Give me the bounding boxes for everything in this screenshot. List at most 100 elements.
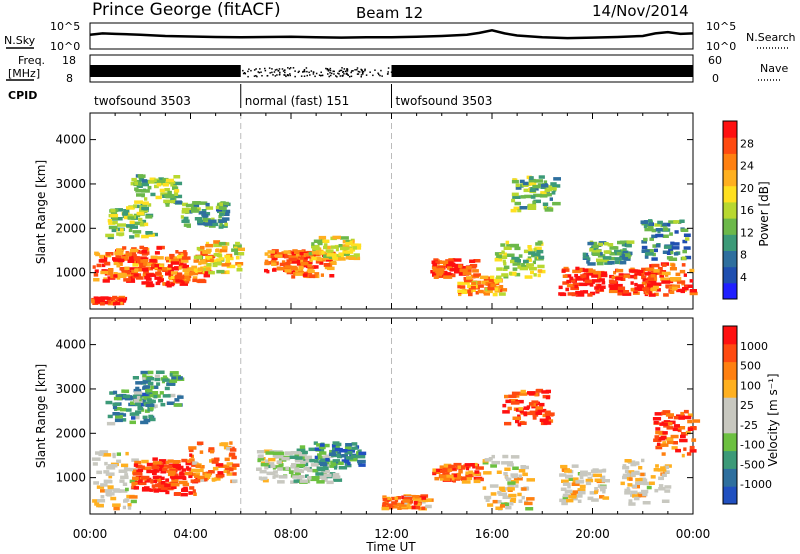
- echo-mark: [308, 251, 314, 256]
- echo-mark: [498, 492, 508, 496]
- echo-mark: [597, 276, 602, 280]
- echo-mark: [679, 438, 688, 443]
- echo-mark: [131, 412, 140, 416]
- echo-mark: [402, 499, 411, 503]
- echo-mark: [112, 220, 118, 225]
- echo-mark: [484, 458, 492, 462]
- echo-mark: [124, 473, 129, 477]
- echo-mark: [184, 471, 193, 476]
- echo-mark: [107, 485, 114, 489]
- freq-point: [350, 75, 353, 78]
- echo-mark: [432, 268, 441, 272]
- echo-mark: [630, 281, 634, 285]
- echo-mark: [134, 221, 142, 226]
- echo-mark: [631, 484, 637, 488]
- echo-mark: [168, 271, 174, 276]
- echo-mark: [224, 457, 230, 462]
- time-tick-label: 20:00: [575, 527, 610, 541]
- echo-mark: [644, 227, 653, 232]
- echo-mark: [645, 286, 650, 290]
- echo-mark: [136, 260, 143, 264]
- echo-mark: [582, 255, 590, 259]
- freq-point: [306, 70, 308, 73]
- echo-mark: [657, 442, 661, 447]
- echo-mark: [99, 254, 107, 259]
- echo-mark: [233, 246, 238, 250]
- echo-mark: [600, 258, 609, 263]
- echo-mark: [645, 223, 651, 227]
- colorbar-cell: [723, 234, 737, 251]
- echo-mark: [503, 252, 507, 256]
- echo-mark: [457, 465, 461, 469]
- echo-mark: [329, 274, 335, 278]
- echo-mark: [92, 462, 98, 466]
- echo-mark: [503, 261, 507, 266]
- echo-mark: [512, 466, 519, 470]
- echo-mark: [157, 269, 162, 273]
- colorbar-tick-label: 16: [740, 204, 754, 217]
- echo-mark: [144, 486, 150, 490]
- echo-mark: [134, 268, 143, 272]
- echo-mark: [562, 281, 569, 285]
- echo-mark: [173, 181, 183, 186]
- echo-mark: [181, 488, 189, 492]
- freq-point: [242, 69, 244, 72]
- freq-point: [271, 71, 273, 74]
- echo-mark: [202, 270, 206, 274]
- echo-mark: [509, 502, 514, 506]
- freq-point: [361, 72, 364, 74]
- echo-mark: [660, 435, 667, 440]
- echo-mark: [294, 453, 303, 457]
- echo-mark: [116, 232, 125, 236]
- echo-mark: [184, 272, 193, 276]
- echo-mark: [509, 399, 518, 403]
- echo-mark: [617, 286, 626, 290]
- echo-mark: [138, 217, 143, 222]
- echo-mark: [125, 394, 129, 399]
- power-ylabel: Slant Range [km]: [34, 160, 48, 264]
- echo-mark: [652, 285, 659, 290]
- echo-mark: [200, 259, 208, 263]
- echo-mark: [200, 245, 205, 250]
- echo-mark: [139, 207, 143, 211]
- echo-mark: [181, 264, 189, 269]
- echo-mark: [291, 463, 296, 467]
- echo-mark: [205, 258, 214, 262]
- echo-mark: [655, 445, 663, 450]
- echo-mark: [661, 280, 671, 284]
- echo-mark: [309, 258, 313, 263]
- echo-mark: [162, 194, 166, 198]
- echo-mark: [396, 496, 402, 500]
- echo-mark: [331, 260, 337, 265]
- echo-mark: [264, 259, 269, 264]
- freq-point: [285, 75, 287, 78]
- echo-mark: [475, 466, 484, 470]
- echo-mark: [566, 474, 573, 479]
- echo-mark: [321, 250, 325, 255]
- echo-mark: [452, 258, 462, 262]
- echo-mark: [300, 460, 306, 465]
- echo-mark: [136, 395, 141, 400]
- freq-point: [287, 74, 289, 76]
- echo-mark: [229, 452, 236, 456]
- nsky-label: N.Sky: [4, 34, 36, 47]
- echo-mark: [104, 461, 108, 466]
- echo-mark: [102, 263, 106, 268]
- time-axis: 00:00 04:00 08:00 12:00 16:00 20:00 00:00: [73, 113, 710, 541]
- echo-mark: [551, 187, 557, 191]
- echo-mark: [273, 470, 278, 474]
- echo-mark: [534, 179, 543, 183]
- echo-mark: [649, 237, 654, 241]
- echo-mark: [508, 271, 513, 276]
- echo-mark: [191, 463, 200, 467]
- echo-mark: [223, 464, 230, 468]
- echo-mark: [413, 501, 418, 505]
- echo-mark: [103, 479, 112, 484]
- echo-mark: [666, 256, 673, 260]
- echo-mark: [330, 462, 336, 466]
- echo-mark: [128, 256, 134, 260]
- freq-point: [334, 75, 337, 77]
- echo-mark: [458, 264, 463, 268]
- echo-mark: [445, 474, 454, 479]
- echo-mark: [669, 290, 675, 294]
